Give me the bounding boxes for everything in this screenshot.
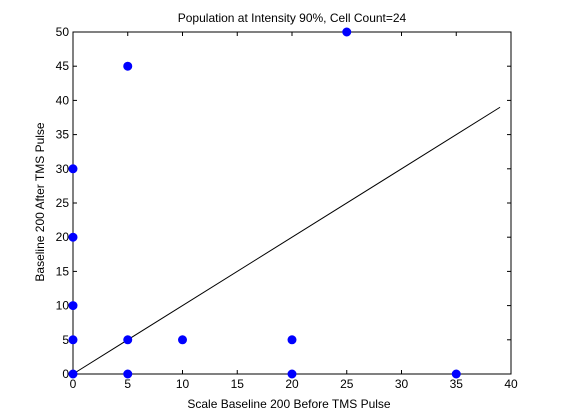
y-tick-label: 50	[56, 25, 70, 39]
scatter-point	[123, 369, 133, 379]
fit-line	[72, 106, 501, 375]
y-tick-label: 25	[56, 196, 70, 210]
scatter-point	[68, 369, 78, 379]
x-axis-label: Scale Baseline 200 Before TMS Pulse	[187, 397, 391, 411]
y-tick-label: 40	[56, 93, 70, 107]
x-tick-label: 30	[395, 377, 409, 391]
y-tick-label: 45	[56, 59, 70, 73]
scatter-point	[123, 335, 133, 345]
scatter-point	[451, 369, 461, 379]
y-axis: 0 5 10 15 20 25 30 35 40 45 50	[56, 25, 511, 381]
scatter-point	[68, 232, 78, 242]
data-points	[68, 27, 461, 379]
scatter-point	[287, 335, 297, 345]
scatter-point	[287, 369, 297, 379]
x-tick-label: 0	[70, 377, 77, 391]
x-tick-label: 25	[340, 377, 354, 391]
y-tick-label: 35	[56, 128, 70, 142]
y-tick-label: 30	[56, 162, 70, 176]
scatter-point	[123, 61, 133, 71]
y-tick-label: 0	[62, 367, 69, 381]
scatter-point	[178, 335, 187, 345]
y-tick-label: 10	[56, 299, 70, 313]
scatter-point	[68, 164, 78, 174]
y-axis-label: Baseline 200 After TMS Pulse	[33, 122, 47, 282]
x-tick-label: 10	[176, 377, 190, 391]
scatter-point	[68, 335, 78, 345]
x-tick-label: 20	[285, 377, 299, 391]
y-tick-label: 5	[62, 333, 69, 347]
chart-title: Population at Intensity 90%, Cell Count=…	[178, 11, 407, 25]
x-tick-label: 40	[504, 377, 518, 391]
x-tick-label: 15	[231, 377, 245, 391]
scatter-point	[342, 27, 352, 37]
plot-area	[72, 31, 512, 375]
x-tick-label: 35	[450, 377, 464, 391]
y-tick-label: 15	[56, 264, 70, 278]
scatter-point	[68, 301, 78, 311]
x-tick-label: 5	[124, 377, 131, 391]
y-tick-label: 20	[56, 230, 70, 244]
fit-line-group	[72, 106, 501, 375]
